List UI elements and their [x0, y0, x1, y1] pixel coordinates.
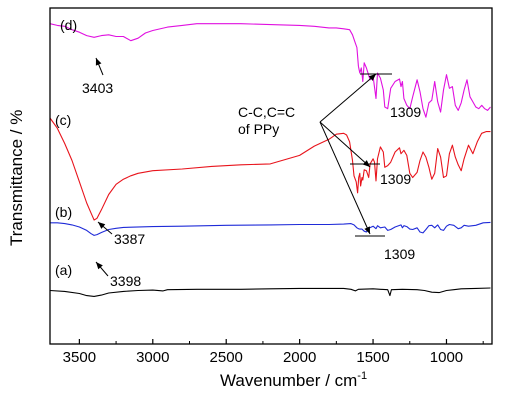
x-axis-label: Wavenumber / cm-1 [220, 370, 367, 390]
curve-label-c: (c) [55, 112, 71, 128]
annotation-1309-c: 1309 [380, 171, 411, 187]
arrow-ppy-b-shaft [319, 121, 371, 235]
y-axis-label: Transmittance / % [7, 110, 26, 246]
series-line-c [49, 117, 491, 221]
arrow-3403-head [95, 58, 102, 66]
arrow-ppy-d-shaft [319, 73, 377, 123]
curve-label-b: (b) [55, 204, 72, 220]
x-tick-label-1000: 1000 [430, 349, 463, 366]
x-tick-label-3500: 3500 [63, 349, 96, 366]
plot-frame [49, 7, 493, 345]
curve-label-d: (d) [60, 17, 77, 33]
series-line-d [49, 23, 491, 118]
curve-label-a: (a) [55, 262, 72, 278]
annotation-ppy-line1: C-C,C=C [238, 104, 295, 120]
annotation-3398: 3398 [110, 273, 141, 289]
arrow-3398-head [96, 262, 103, 270]
x-axis-label-sup: -1 [357, 370, 367, 382]
arrow-3387-head [98, 222, 106, 229]
annotation-ppy-line2: of PPy [238, 121, 279, 137]
arrow-ppy-d-head [368, 74, 376, 81]
annotation-3387: 3387 [114, 231, 145, 247]
arrow-ppy-c-shaft [319, 121, 371, 168]
x-tick-label-2500: 2500 [210, 349, 243, 366]
annotation-1309-d: 1309 [390, 104, 421, 120]
x-tick-label-2000: 2000 [283, 349, 316, 366]
x-tick-label-3000: 3000 [136, 349, 169, 366]
series-line-a [49, 287, 491, 297]
annotation-1309-b: 1309 [384, 246, 415, 262]
x-tick-label-1500: 1500 [356, 349, 389, 366]
x-axis-label-main: Wavenumber / cm [220, 371, 357, 390]
series-line-b [50, 221, 491, 236]
annotation-3403: 3403 [82, 80, 113, 96]
arrow-ppy-b-head [364, 226, 370, 234]
